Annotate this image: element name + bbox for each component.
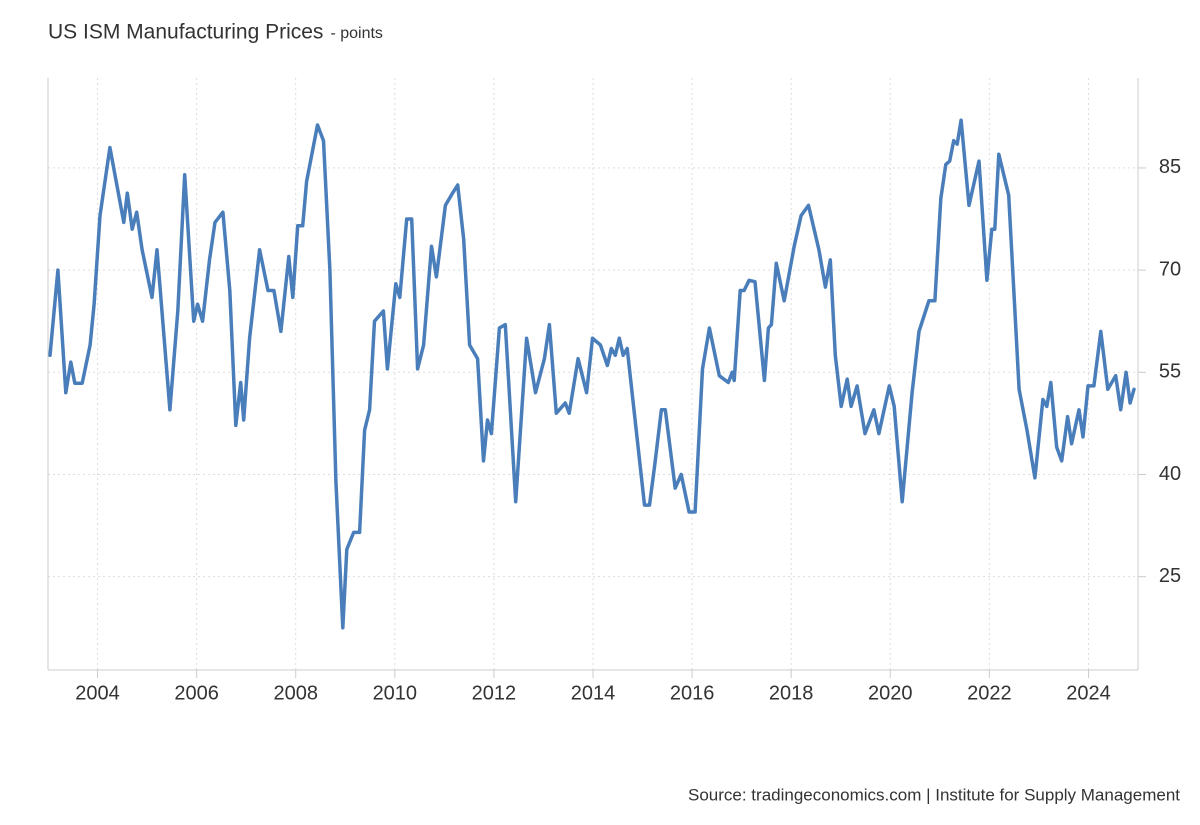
y-tick-label: 25 [1159, 565, 1181, 587]
y-tick-label: 70 [1159, 258, 1181, 280]
line-series [48, 118, 1136, 630]
x-tick-label: 2014 [571, 682, 616, 704]
chart-subtitle: - points [330, 25, 382, 42]
x-tick-label: 2024 [1066, 682, 1111, 704]
x-tick-label: 2022 [967, 682, 1012, 704]
x-tick-label: 2004 [75, 682, 120, 704]
x-tick-label: 2008 [273, 682, 318, 704]
y-tick-label: 85 [1159, 156, 1181, 178]
x-tick-label: 2016 [670, 682, 715, 704]
y-tick-label: 55 [1159, 361, 1181, 383]
x-tick-label: 2010 [373, 682, 418, 704]
x-tick-label: 2006 [174, 682, 219, 704]
y-tick-label: 40 [1159, 463, 1181, 485]
source: Source: tradingeconomics.com | Institute… [688, 785, 1180, 804]
chart-title: US ISM Manufacturing Prices [48, 21, 323, 44]
x-tick-label: 2020 [868, 682, 913, 704]
x-tick-label: 2012 [472, 682, 517, 704]
x-tick-label: 2018 [769, 682, 814, 704]
